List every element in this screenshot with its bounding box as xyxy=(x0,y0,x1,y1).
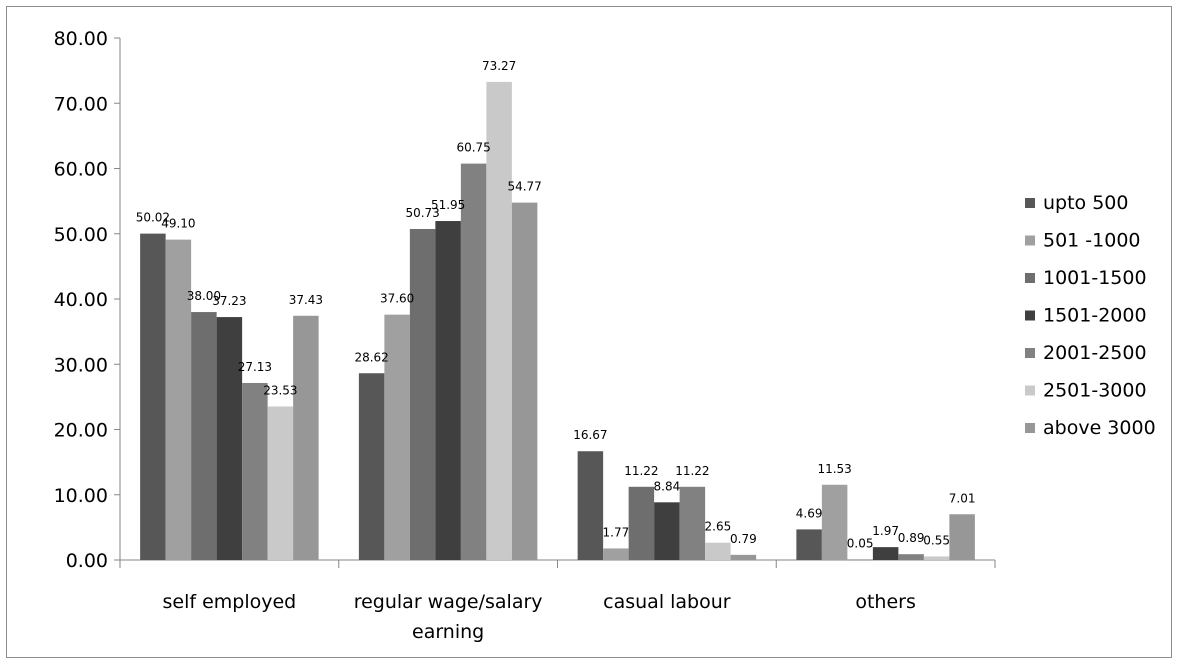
y-tick-label: 40.00 xyxy=(54,289,108,311)
data-label: 11.22 xyxy=(675,464,709,478)
bars xyxy=(140,81,975,561)
x-category-label: self employed xyxy=(162,591,296,613)
data-label: 0.05 xyxy=(847,537,874,551)
data-label: 2.65 xyxy=(705,520,732,534)
data-label: 1.77 xyxy=(603,525,630,539)
bar xyxy=(577,451,604,560)
data-label: 50.73 xyxy=(405,206,439,220)
data-label: 51.95 xyxy=(431,198,465,212)
y-tick-label: 80.00 xyxy=(54,28,108,50)
data-label: 11.22 xyxy=(624,464,658,478)
legend-swatch xyxy=(1025,423,1035,433)
legend-swatch xyxy=(1025,348,1035,358)
data-label: 16.67 xyxy=(573,428,607,442)
data-label: 37.23 xyxy=(212,294,246,308)
y-tick-label: 0.00 xyxy=(66,550,108,572)
legend-label: above 3000 xyxy=(1043,417,1156,439)
bar xyxy=(898,554,924,560)
legend-label: 2001-2500 xyxy=(1043,342,1147,364)
data-label: 0.55 xyxy=(923,533,950,547)
data-label: 37.43 xyxy=(289,293,323,307)
x-category-label: others xyxy=(855,591,916,613)
bar xyxy=(821,484,848,560)
x-category-label-line: earning xyxy=(412,621,484,643)
bar xyxy=(267,406,294,560)
axes: 0.00 10.00 20.00 30.00 40.00 50.00 60.00 70.00 8… xyxy=(54,28,996,643)
bar xyxy=(603,548,629,560)
data-label: 11.53 xyxy=(817,462,851,476)
bar xyxy=(384,314,410,560)
bar xyxy=(435,221,461,560)
y-tick-label: 20.00 xyxy=(54,420,108,442)
data-label: 60.75 xyxy=(456,141,490,155)
legend-label: 2501-3000 xyxy=(1043,380,1147,402)
bar xyxy=(216,317,243,560)
bar xyxy=(165,239,192,560)
y-tick-label: 60.00 xyxy=(54,159,108,181)
bar xyxy=(460,163,487,560)
bar xyxy=(409,228,436,560)
bar xyxy=(796,529,822,560)
x-category-label: casual labour xyxy=(603,591,731,613)
legend-label: upto 500 xyxy=(1043,192,1128,214)
legend-swatch xyxy=(1025,198,1035,208)
bar xyxy=(628,486,655,560)
bar xyxy=(679,486,706,560)
legend-label: 1001-1500 xyxy=(1043,267,1147,289)
legend-swatch xyxy=(1025,385,1035,396)
legend-swatch xyxy=(1025,235,1035,246)
data-label: 73.27 xyxy=(482,59,516,73)
data-label: 28.62 xyxy=(354,350,388,364)
x-category-label: regular wage/salary earning xyxy=(354,591,543,643)
bar xyxy=(191,312,217,560)
data-label: 54.77 xyxy=(507,180,541,194)
bar xyxy=(242,382,268,560)
data-label: 27.13 xyxy=(238,360,272,374)
y-tick-label: 50.00 xyxy=(54,224,108,246)
bar xyxy=(486,81,512,560)
x-category-label-line: regular wage/salary xyxy=(354,591,543,613)
y-tick-label: 70.00 xyxy=(54,93,108,115)
bar xyxy=(730,554,757,560)
legend-swatch xyxy=(1025,310,1035,321)
bar xyxy=(654,502,680,560)
data-label: 37.60 xyxy=(380,292,414,306)
x-category-label-line: others xyxy=(855,591,916,613)
bar xyxy=(358,373,385,560)
bar xyxy=(705,542,731,560)
data-label: 23.53 xyxy=(263,383,297,397)
legend-label: 501 -1000 xyxy=(1043,230,1141,252)
y-tick-label: 30.00 xyxy=(54,354,108,376)
data-label: 4.69 xyxy=(796,506,823,520)
data-label: 49.10 xyxy=(161,217,195,231)
data-label: 0.89 xyxy=(898,531,925,545)
bar xyxy=(847,559,873,561)
data-label: 7.01 xyxy=(949,491,976,505)
bar xyxy=(140,233,166,560)
y-tick-label: 10.00 xyxy=(54,485,108,507)
bar xyxy=(293,315,319,560)
x-category-label-line: casual labour xyxy=(603,591,731,613)
data-label: 38.00 xyxy=(187,289,221,303)
data-label: 0.79 xyxy=(730,532,757,546)
legend: upto 500 501 -1000 1001-1500 1501-2000 2001-… xyxy=(1025,192,1156,439)
data-labels: 50.02 28.62 16.67 4.69 49.10 37.60 1.77 11.53 38… xyxy=(136,59,976,551)
bar xyxy=(949,514,975,560)
legend-swatch xyxy=(1025,273,1035,283)
data-label: 8.84 xyxy=(654,479,681,493)
data-label: 50.02 xyxy=(136,211,170,225)
bar xyxy=(511,202,538,561)
legend-label: 1501-2000 xyxy=(1043,305,1147,327)
bar xyxy=(923,556,950,560)
x-category-label-line: self employed xyxy=(162,591,296,613)
bar xyxy=(872,547,899,560)
data-label: 1.97 xyxy=(872,524,899,538)
